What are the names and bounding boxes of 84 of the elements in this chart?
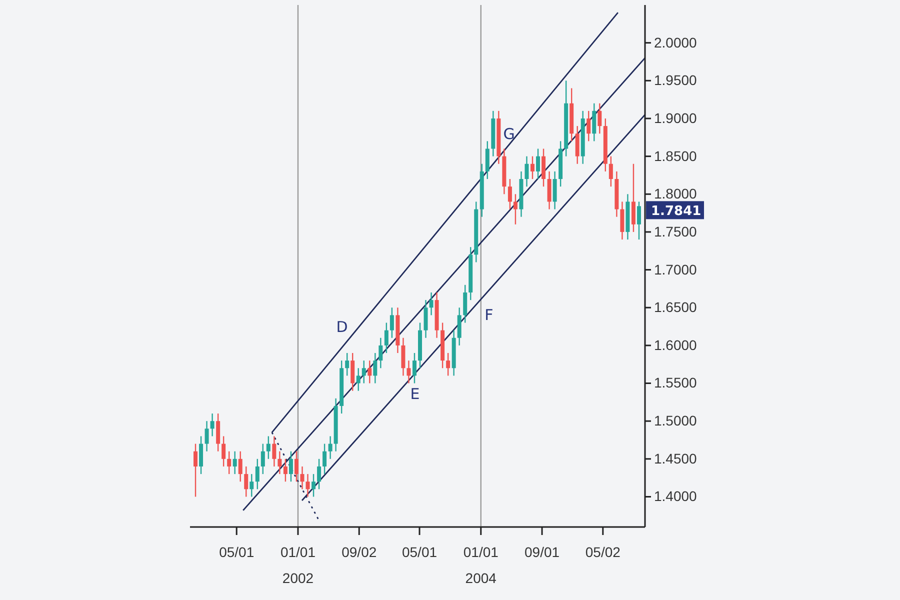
candlestick <box>547 170 552 210</box>
x-tick-label: 05/01 <box>219 544 254 560</box>
candlestick <box>288 450 293 482</box>
candlestick <box>300 466 304 490</box>
candlestick <box>345 352 350 376</box>
y-tick-label: 1.8500 <box>654 148 698 164</box>
candlestick <box>378 337 383 369</box>
candlestick <box>210 412 214 437</box>
candlestick <box>199 436 204 475</box>
candlestick <box>608 156 613 188</box>
candlestick <box>294 450 298 482</box>
y-tick-label: 1.4500 <box>654 450 698 466</box>
candlestick <box>322 443 327 475</box>
x-tick-label: 01/01 2004 <box>463 544 499 586</box>
candlestick <box>598 102 602 134</box>
candlestick <box>238 450 242 482</box>
candlestick <box>390 307 394 338</box>
x-tick-label: 09/02 <box>342 544 377 560</box>
candlestick <box>384 322 388 354</box>
candlestick <box>485 140 490 180</box>
candlestick <box>631 163 636 233</box>
candlestick <box>356 368 360 392</box>
candlestick <box>278 450 282 475</box>
x-tick-label: 05/02 <box>585 544 621 560</box>
candlestick <box>592 102 596 142</box>
candlestick <box>446 352 450 376</box>
candlestick <box>317 458 322 490</box>
candlestick <box>586 110 591 142</box>
y-tick-label: 1.5000 <box>654 412 698 429</box>
y-tick-label: 1.6500 <box>654 299 698 316</box>
candlestick <box>536 148 540 180</box>
candlestick <box>222 436 226 468</box>
y-tick-label: 1.4000 <box>654 488 698 504</box>
annotation: 1.7841 <box>651 204 702 220</box>
candlestick <box>401 337 406 376</box>
annotation: G <box>503 125 515 144</box>
candlestick <box>306 473 310 498</box>
candlestick <box>232 450 237 475</box>
candlestick <box>542 148 546 188</box>
candlestick <box>260 443 265 475</box>
candlestick <box>368 360 372 384</box>
y-tick-label: 1.8000 <box>654 186 698 202</box>
candlestick <box>272 436 276 468</box>
candlestick <box>508 178 512 210</box>
x-tick-label: 09/01 <box>524 544 560 560</box>
candlestick <box>513 194 518 225</box>
candlestick <box>636 201 641 240</box>
x-tick-label: 01/01 2002 <box>280 544 316 586</box>
candlestick <box>194 443 198 498</box>
candlestick <box>204 420 209 452</box>
candlestick <box>412 352 416 384</box>
annotation: E <box>410 385 420 404</box>
candlestick <box>530 156 535 180</box>
candlestick <box>620 201 624 240</box>
candlestick <box>216 412 220 452</box>
candlestick <box>312 473 316 498</box>
candlestick <box>328 436 332 460</box>
candlestick <box>244 466 248 498</box>
candlestick <box>250 473 254 498</box>
candlestick <box>457 307 462 346</box>
candlestick <box>463 284 468 324</box>
y-tick-label: 1.9000 <box>654 110 698 126</box>
annotation: F <box>484 306 494 324</box>
candlestick <box>266 436 270 460</box>
x-tick-label: 05/01 <box>402 544 438 560</box>
y-tick-label: 1.7500 <box>654 223 698 240</box>
y-tick-label: 1.9500 <box>654 72 698 88</box>
candlestick <box>552 170 557 210</box>
y-tick-label: 2.0000 <box>654 34 698 50</box>
candlestick <box>406 360 411 384</box>
candlestick <box>350 352 355 392</box>
y-tick-label: 1.7000 <box>654 261 698 278</box>
candlestick <box>255 458 260 490</box>
candlestick <box>424 299 428 338</box>
candlestick <box>227 450 232 475</box>
candlestick <box>283 458 288 482</box>
y-tick-label: 1.5500 <box>654 374 698 391</box>
candlestick <box>362 360 366 384</box>
annotation: D <box>336 318 348 336</box>
candlestick <box>575 125 580 164</box>
candlestick <box>429 292 434 316</box>
candlestick <box>373 352 378 384</box>
candlestick <box>524 156 529 188</box>
y-tick-label: 1.6000 <box>654 336 698 353</box>
